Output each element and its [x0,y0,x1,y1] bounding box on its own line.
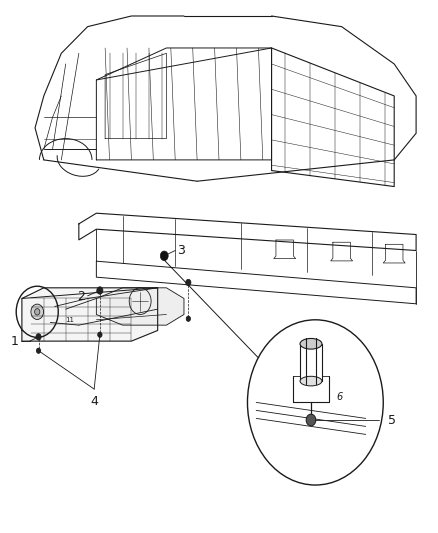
Text: 4: 4 [90,395,98,408]
Circle shape [186,316,191,321]
Circle shape [186,279,191,286]
Circle shape [97,287,103,294]
Ellipse shape [300,376,322,386]
Text: 5: 5 [388,414,396,426]
Text: 11: 11 [66,317,74,323]
Ellipse shape [31,304,43,319]
Circle shape [36,334,41,340]
Ellipse shape [300,338,322,349]
Ellipse shape [35,309,40,315]
Polygon shape [22,288,158,341]
Circle shape [160,251,168,261]
Polygon shape [96,288,184,325]
Text: 2: 2 [78,290,85,303]
Text: 1: 1 [11,335,18,348]
Circle shape [98,332,102,337]
Circle shape [247,320,383,485]
Circle shape [36,348,41,353]
Text: 6: 6 [336,392,343,402]
Text: 3: 3 [177,244,185,257]
Circle shape [306,414,316,426]
